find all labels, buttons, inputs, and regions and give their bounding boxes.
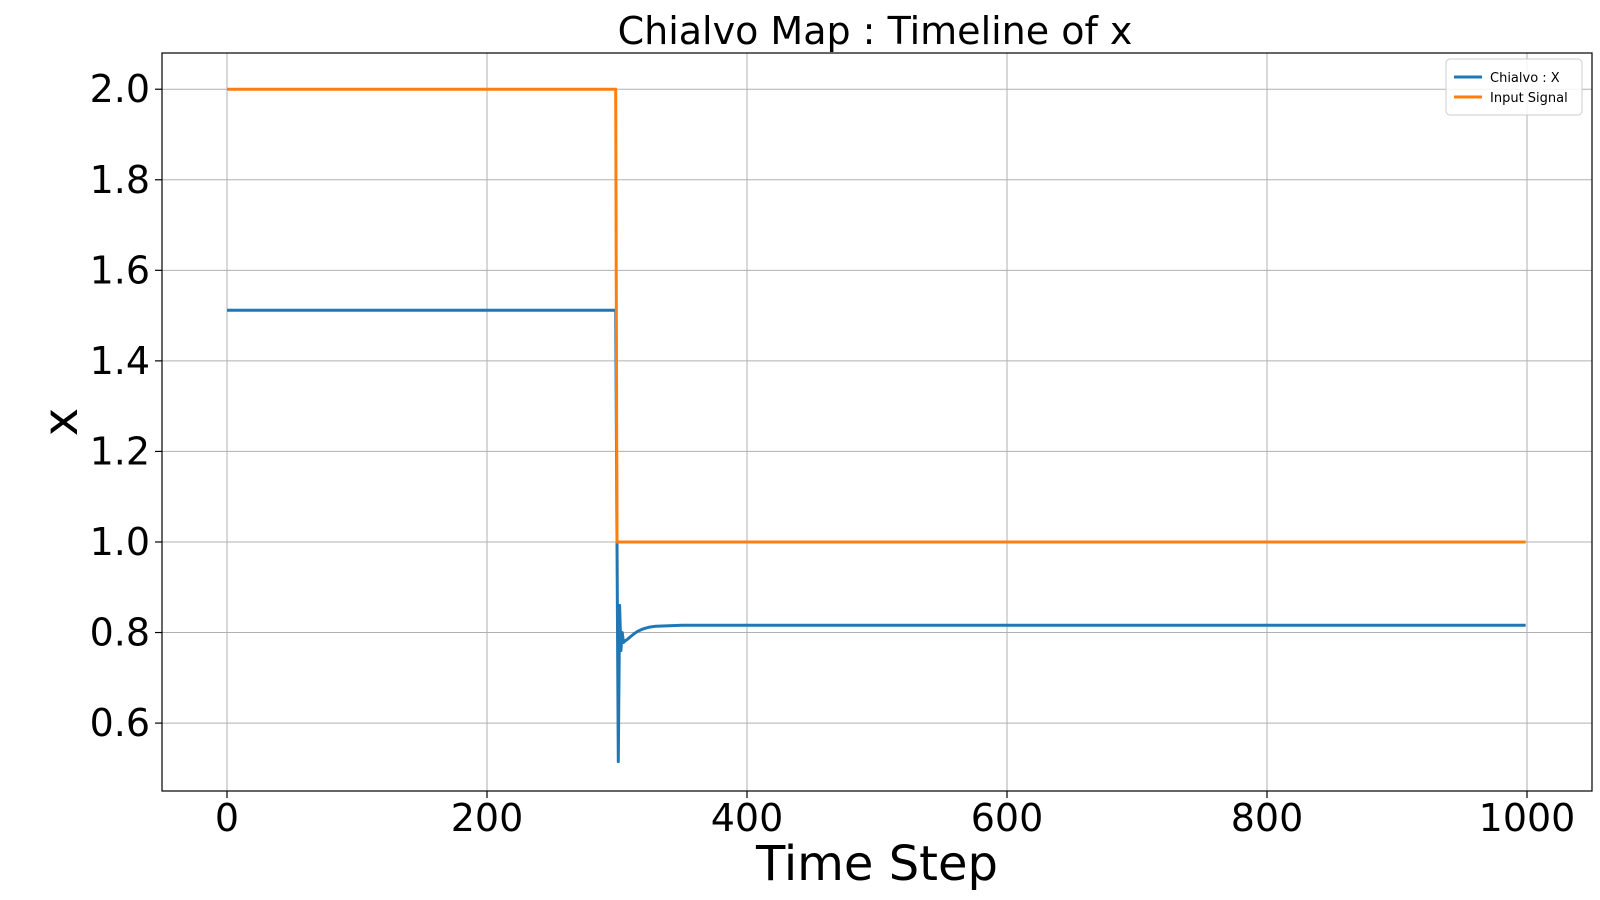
plot-frame [161, 52, 1593, 792]
y-tick-label: 1.0 [90, 520, 150, 564]
x-tick-label: 400 [711, 796, 784, 840]
x-axis-ticks: 0 200 400 600 800 1000 [215, 791, 1575, 840]
x-tick-label: 1000 [1479, 796, 1576, 840]
y-tick-label: 1.8 [90, 158, 150, 202]
y-tick-label: 2.0 [90, 67, 150, 111]
y-axis-label: x [33, 408, 89, 436]
x-tick-label: 200 [451, 796, 524, 840]
grid [162, 53, 1592, 791]
y-tick-label: 0.6 [90, 701, 150, 745]
x-tick-label: 0 [215, 796, 239, 840]
y-tick-label: 1.2 [90, 429, 150, 473]
x-tick-label: 800 [1231, 796, 1304, 840]
chart-title: Chialvo Map : Timeline of x [618, 9, 1133, 53]
x-axis-label: Time Step [755, 836, 998, 892]
legend-box [1445, 58, 1583, 116]
y-tick-label: 0.8 [90, 611, 150, 655]
legend-label: Input Signal [1490, 91, 1568, 106]
plot-lines [227, 87, 1526, 764]
y-tick-label: 1.4 [90, 339, 150, 383]
legend-label: Chialvo : X [1490, 71, 1560, 86]
x-tick-label: 600 [971, 796, 1044, 840]
series-line-0 [227, 308, 1526, 764]
y-axis-ticks: 0.6 0.8 1.0 1.2 1.4 1.6 1.8 2.0 [90, 67, 162, 745]
series-line-1 [227, 87, 1526, 544]
y-tick-label: 1.6 [90, 248, 150, 292]
legend: Chialvo : X Input Signal [1445, 58, 1583, 116]
